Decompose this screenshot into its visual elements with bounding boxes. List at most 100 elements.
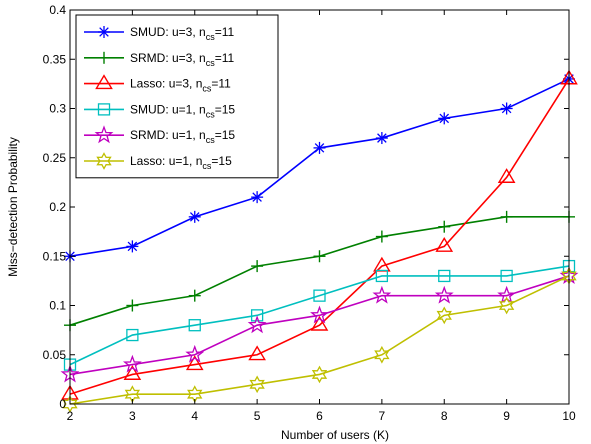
data-point xyxy=(249,375,265,394)
legend-box xyxy=(75,14,279,179)
marker-square xyxy=(438,269,451,283)
marker-asterisk xyxy=(377,133,387,143)
data-point xyxy=(374,345,390,364)
data-point xyxy=(500,102,513,115)
marker-square xyxy=(313,289,326,302)
legend-marker xyxy=(94,125,114,144)
legend-entry: Lasso: u=3, ncs=11 xyxy=(84,74,231,94)
data-point xyxy=(438,220,451,233)
marker-pentagram xyxy=(247,315,267,334)
marker-pentagram xyxy=(185,344,205,363)
legend-label: SRMD: u=1, ncs=15 xyxy=(130,128,235,145)
data-point xyxy=(434,285,454,304)
data-point xyxy=(313,289,326,302)
marker-square xyxy=(250,309,264,322)
data-point xyxy=(185,355,204,371)
legend-marker xyxy=(96,152,112,170)
y-tick-label: 0.4 xyxy=(49,3,66,17)
x-tick-label: 10 xyxy=(562,409,576,423)
data-point xyxy=(310,305,329,324)
series-line xyxy=(69,275,570,405)
x-tick-label: 6 xyxy=(316,409,323,423)
marker-pentagram xyxy=(122,354,142,373)
x-tick-label: 4 xyxy=(191,409,198,423)
legend-entry: SRMD: u=1, ncs=15 xyxy=(84,125,235,145)
data-point xyxy=(313,250,326,263)
legend-label: Lasso: u=3, ncs=11 xyxy=(130,77,231,94)
legend-marker xyxy=(97,103,111,116)
x-tick-label: 8 xyxy=(441,409,448,423)
data-point xyxy=(251,191,264,204)
legend-entry: SRMD: u=3, ncs=11 xyxy=(84,51,234,68)
data-point xyxy=(313,141,326,154)
data-point xyxy=(126,299,139,312)
data-point xyxy=(126,328,139,342)
data-point xyxy=(375,269,389,283)
marker-triangle xyxy=(497,168,516,183)
data-point xyxy=(122,354,142,373)
legend-label: SMUD: u=1, ncs=15 xyxy=(130,102,235,119)
marker-triangle xyxy=(95,74,113,90)
data-point xyxy=(126,240,139,253)
data-point xyxy=(375,230,388,243)
data-point xyxy=(185,344,205,363)
marker-triangle xyxy=(435,237,454,252)
marker-square xyxy=(97,103,111,116)
data-point xyxy=(500,210,513,223)
data-point xyxy=(498,296,515,315)
series-line xyxy=(69,78,570,395)
data-point xyxy=(435,237,454,252)
data-point xyxy=(188,289,201,302)
data-point xyxy=(188,210,201,223)
legend-marker xyxy=(95,74,113,90)
x-tick-label: 2 xyxy=(67,409,74,423)
marker-asterisk xyxy=(127,241,138,252)
marker-triangle xyxy=(310,315,329,331)
marker-square xyxy=(375,269,389,283)
y-tick-label: 0.15 xyxy=(43,249,67,263)
marker-square xyxy=(500,269,513,283)
data-point xyxy=(188,319,201,332)
legend-label: SMUD: u=3, ncs=11 xyxy=(130,25,234,42)
marker-hexagram xyxy=(498,296,515,315)
marker-triangle xyxy=(185,355,204,371)
data-point xyxy=(500,269,513,283)
x-tick-label: 7 xyxy=(379,409,386,423)
x-axis-label: Number of users (K) xyxy=(281,428,389,442)
data-point xyxy=(310,315,329,331)
marker-hexagram xyxy=(311,365,328,384)
marker-asterisk xyxy=(439,113,450,124)
x-tick-label: 9 xyxy=(503,409,510,423)
marker-asterisk xyxy=(189,212,200,222)
marker-square xyxy=(188,319,201,332)
axes: 2 3 4 5 6 7 8 9 10 0 0.05 0.1 0.15 0.2 0.25 0.3 0.35 0.4 xyxy=(43,3,576,423)
marker-asterisk xyxy=(252,192,262,202)
y-tick-label: 0.05 xyxy=(43,348,67,362)
y-tick-label: 0.25 xyxy=(43,151,67,165)
marker-asterisk xyxy=(314,143,325,153)
marker-square xyxy=(126,328,139,342)
legend-label: Lasso: u=1, ncs=15 xyxy=(130,154,232,171)
marker-hexagram xyxy=(249,375,265,394)
legend-label: SRMD: u=3, ncs=11 xyxy=(130,51,234,68)
marker-triangle xyxy=(248,345,266,361)
x-tick-label: 5 xyxy=(254,409,261,423)
x-tick-label: 3 xyxy=(129,409,136,423)
data-point xyxy=(248,345,266,361)
data-point xyxy=(311,365,328,384)
marker-pentagram xyxy=(434,285,454,304)
y-tick-label: 0.2 xyxy=(49,200,66,214)
data-point xyxy=(372,285,392,304)
data-point xyxy=(123,365,142,380)
legend-entry: SMUD: u=3, ncs=11 xyxy=(84,25,234,42)
legend-marker xyxy=(98,51,110,64)
marker-hexagram xyxy=(436,306,452,325)
marker-asterisk xyxy=(99,27,109,37)
data-point xyxy=(436,306,452,325)
data-point xyxy=(62,395,78,413)
data-point xyxy=(250,309,264,322)
marker-asterisk xyxy=(501,103,512,114)
y-axis-label: Miss−detection Probability xyxy=(6,137,20,277)
series-1 xyxy=(64,210,575,332)
